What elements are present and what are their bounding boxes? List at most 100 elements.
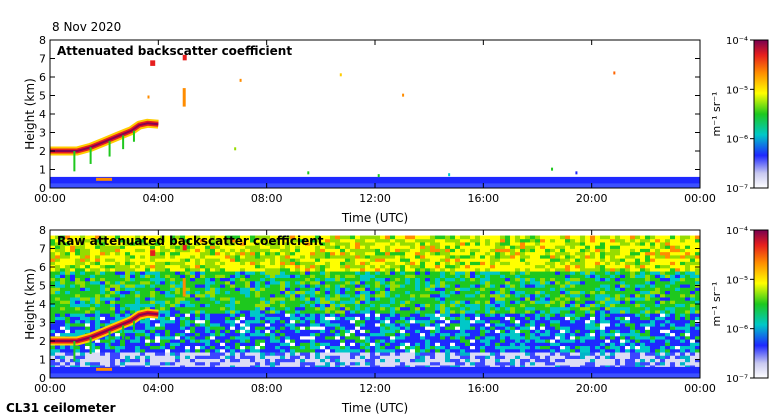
noise-cell [140,300,146,304]
noise-cell [85,345,91,350]
noise-cell [120,293,126,298]
noise-cell [410,280,416,285]
noise-cell [205,293,211,298]
noise-cell [250,238,256,243]
noise-cell [425,280,431,285]
noise-cell [340,264,346,269]
noise-cell [380,316,386,321]
noise-cell [355,316,361,321]
noise-cell [525,267,531,272]
noise-cell [480,348,486,353]
noise-cell [590,274,596,279]
noise-cell [75,267,81,272]
noise-cell [145,332,151,337]
noise-cell [140,332,146,337]
noise-cell [495,365,501,369]
noise-cell [475,280,481,285]
noise-cell [155,342,161,347]
noise-cell [320,290,326,295]
noise-cell [305,271,311,275]
scatter-point [239,78,242,82]
noise-cell [90,355,96,359]
noise-cell [575,267,581,272]
noise-cell [380,310,386,314]
noise-cell [375,251,381,256]
noise-cell [105,274,111,279]
noise-cell [485,274,491,279]
noise-cell [435,274,441,279]
noise-cell [455,310,461,314]
noise-cell [135,342,141,347]
noise-cell [430,267,436,272]
noise-cell [525,248,531,253]
noise-cell [100,277,106,282]
noise-cell [225,277,231,282]
noise-cell [395,322,401,327]
noise-cell [450,319,456,324]
noise-cell [295,271,301,275]
noise-cell [175,297,181,301]
noise-cell [70,248,76,253]
noise-cell [475,358,481,363]
noise-cell [540,258,546,262]
noise-cell [215,248,221,253]
noise-cell [355,251,361,256]
noise-cell [320,329,326,334]
noise-cell [435,238,441,243]
noise-cell [510,274,516,279]
noise-cell [255,264,261,269]
noise-cell [450,238,456,243]
noise-cell [220,332,226,337]
noise-cell [195,242,201,246]
noise-cell [495,319,501,324]
noise-cell [515,342,521,347]
noise-cell [95,322,101,327]
noise-cell [490,245,496,249]
noise-cell [70,261,76,266]
noise-cell [440,306,446,311]
noise-cell [540,335,546,340]
noise-cell [160,280,166,285]
noise-cell [490,271,496,275]
noise-cell [555,358,561,363]
noise-cell [120,358,126,363]
noise-cell [85,303,91,308]
noise-cell [180,271,186,275]
noise-cell [215,319,221,324]
noise-cell [330,280,336,285]
noise-cell [565,274,571,279]
noise-cell [370,300,376,304]
noise-cell [175,345,181,350]
noise-cell [50,326,56,330]
noise-cell [505,332,511,337]
noise-cell [440,280,446,285]
noise-cell [175,277,181,282]
noise-cell [245,355,251,359]
noise-cell [160,297,166,301]
noise-cell [240,326,246,330]
noise-cell [585,319,591,324]
noise-cell [90,310,96,314]
noise-cell [455,293,461,298]
noise-cell [225,348,231,353]
noise-cell [390,335,396,340]
noise-cell [480,274,486,279]
noise-cell [560,280,566,285]
noise-cell [255,242,261,246]
noise-cell [250,235,256,240]
noise-cell [480,287,486,291]
noise-cell [185,238,191,243]
scatter-point [402,93,405,97]
noise-cell [390,293,396,298]
noise-cell [80,361,86,366]
noise-cell [400,303,406,308]
noise-cell [550,345,556,350]
noise-cell [505,242,511,246]
noise-cell [300,254,306,259]
noise-cell [565,271,571,275]
noise-cell [55,316,61,321]
noise-cell [490,348,496,353]
noise-cell [355,361,361,366]
noise-cell [195,329,201,334]
noise-cell [510,264,516,269]
